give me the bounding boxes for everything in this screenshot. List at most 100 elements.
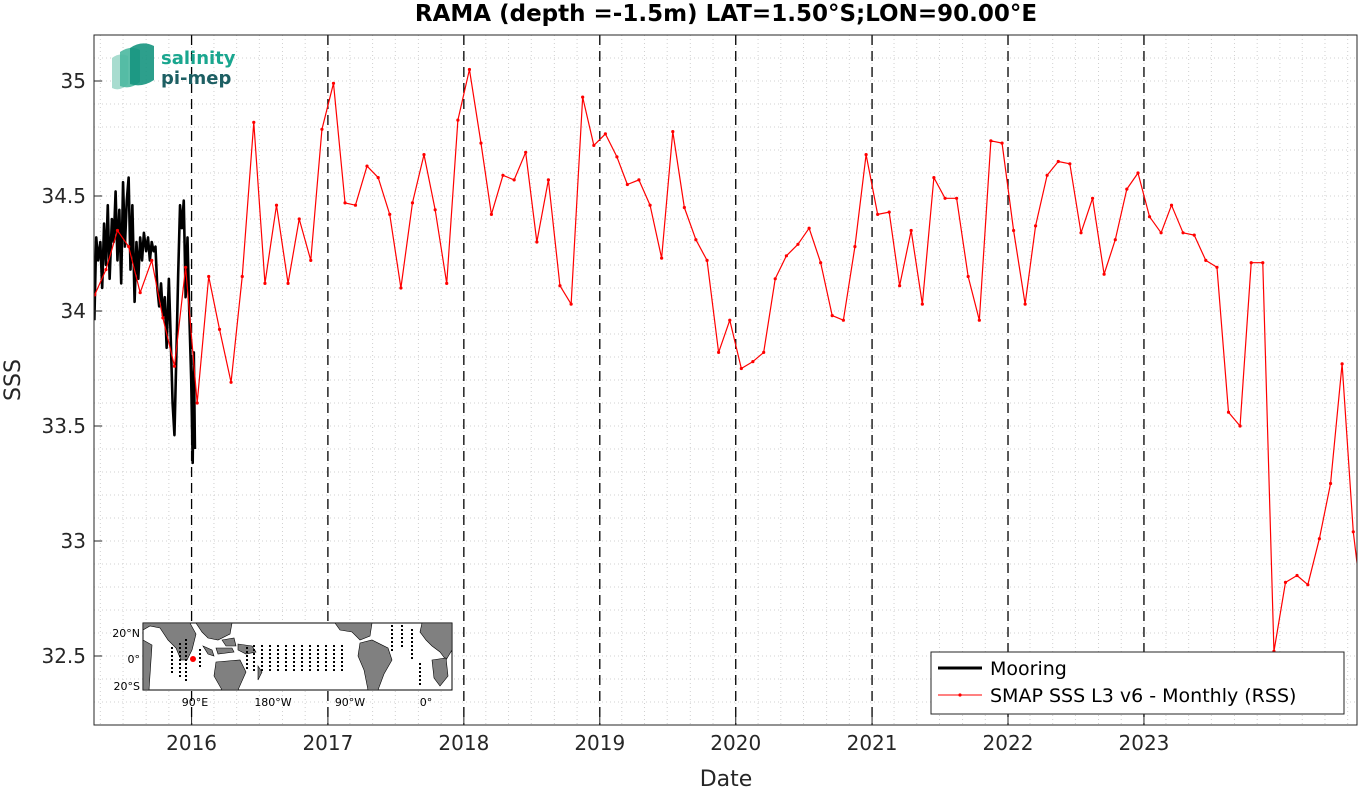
y-tick-label: 33.5 [41, 414, 86, 438]
inset-buoy [253, 649, 255, 651]
inset-land-shape [215, 647, 235, 655]
legend-box [930, 651, 1345, 715]
smap-point [467, 67, 472, 72]
inset-buoy [341, 665, 343, 667]
inset-buoy [317, 665, 319, 667]
inset-buoy [199, 649, 201, 651]
x-tick-label: 2021 [847, 731, 898, 755]
inset-buoy [309, 653, 311, 655]
smap-point [240, 274, 244, 279]
inset-buoy [253, 657, 255, 659]
inset-buoy [179, 663, 181, 665]
smap-point [524, 150, 528, 154]
smap-point [898, 284, 902, 288]
inset-buoy [419, 675, 421, 677]
plot-frame [93, 34, 1358, 726]
smap-point [286, 281, 290, 285]
inset-buoy [179, 659, 181, 661]
inset-buoy [411, 653, 413, 655]
smap-point [1249, 261, 1253, 265]
smap-point [353, 203, 358, 207]
inset-buoy [401, 625, 403, 627]
smap-point [558, 284, 562, 288]
smap-point [1226, 410, 1231, 414]
smap-point [1159, 231, 1163, 235]
y-axis-label: SSS [1, 359, 26, 401]
inset-buoy [419, 667, 421, 669]
smap-point [195, 401, 199, 405]
smap-point [694, 238, 698, 242]
smap-point [1090, 196, 1095, 200]
inset-buoy [341, 669, 343, 671]
smap-point [207, 274, 211, 279]
inset-buoy [301, 661, 303, 663]
inset-buoy [246, 651, 248, 653]
inset-buoy [261, 661, 263, 663]
inset-buoy [411, 629, 413, 631]
inset-buoy [317, 657, 319, 659]
legend-marker-smap [958, 693, 962, 697]
inset-buoy [253, 645, 255, 647]
inset-buoy [285, 669, 287, 671]
inset-buoy [293, 645, 295, 647]
series-smap [94, 67, 1357, 654]
inset-buoy [261, 665, 263, 667]
inset-buoy [301, 649, 303, 651]
inset-buoy [301, 669, 303, 671]
inset-buoy [253, 661, 255, 663]
inset-buoy [185, 651, 187, 653]
inset-buoy [179, 667, 181, 669]
inset-buoy [185, 675, 187, 677]
inset-buoy [199, 657, 201, 659]
inset-buoy [325, 657, 327, 659]
smap-point [796, 242, 800, 246]
inset-buoy [277, 645, 279, 647]
inset-buoy [285, 665, 287, 667]
inset-buoy [185, 639, 187, 641]
smap-point [422, 153, 426, 157]
chart-title: RAMA (depth =-1.5m) LAT=1.50°S;LON=90.00… [415, 1, 1037, 27]
salinity-pi-mep-logo: salinity pi-mep [112, 43, 236, 90]
inset-mooring-array [171, 625, 421, 685]
inset-buoy [185, 663, 187, 665]
smap-point [1011, 228, 1016, 233]
inset-buoy [269, 661, 271, 663]
inset-lat-label-0: 0° [128, 653, 141, 666]
inset-buoy [309, 649, 311, 651]
inset-buoy [391, 637, 393, 639]
inset-buoy [341, 645, 343, 647]
inset-buoy [391, 625, 393, 627]
inset-lon-label-90w: 90°W [335, 696, 365, 709]
smap-point [297, 217, 301, 221]
smap-point [625, 182, 629, 187]
inset-buoy [325, 661, 327, 663]
smap-point [887, 210, 891, 214]
inset-buoy [301, 645, 303, 647]
smap-point [1125, 187, 1129, 191]
smap-point [115, 228, 120, 233]
smap-point [751, 360, 755, 364]
inset-buoy [199, 661, 201, 663]
inset-buoy [285, 661, 287, 663]
x-tick-label: 2019 [574, 731, 625, 755]
smap-point [728, 318, 732, 322]
smap-point [479, 141, 483, 145]
smap-point [592, 143, 596, 147]
smap-point [920, 302, 924, 306]
inset-buoy [171, 667, 173, 669]
smap-point [637, 178, 641, 182]
inset-buoy [341, 657, 343, 659]
inset-buoy [185, 671, 187, 673]
inset-buoy [419, 671, 421, 673]
inset-buoy [325, 669, 327, 671]
smap-point [989, 139, 993, 143]
logo-text-pi-mep: pi-mep [161, 68, 231, 89]
inset-buoy [333, 665, 335, 667]
smap-point [320, 127, 324, 131]
smap-point [433, 208, 437, 212]
series-mooring [94, 176, 197, 465]
inset-buoy [269, 649, 271, 651]
smap-point [1283, 580, 1288, 585]
inset-lat-label-20s: 20°S [114, 680, 140, 693]
smap-point [1079, 231, 1083, 235]
